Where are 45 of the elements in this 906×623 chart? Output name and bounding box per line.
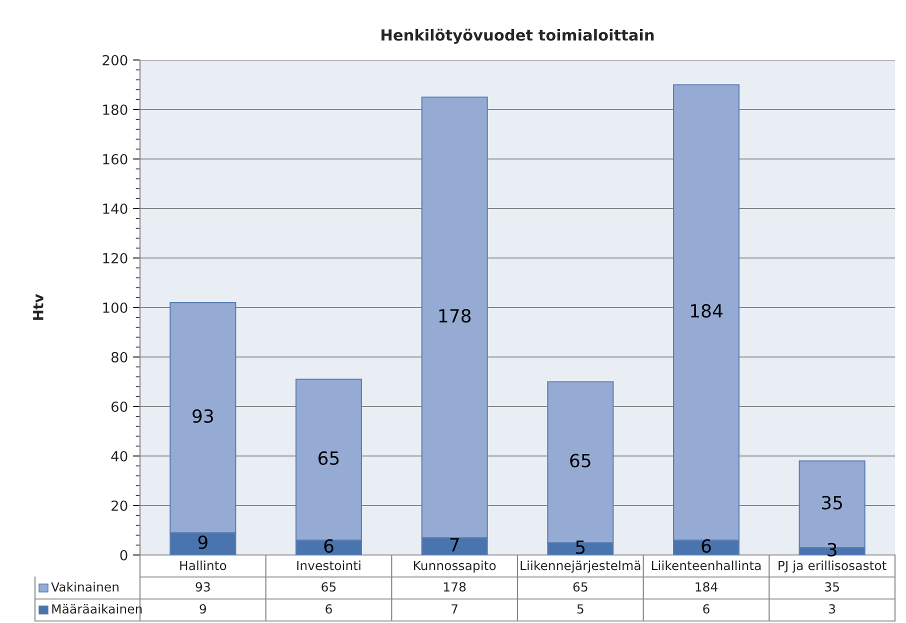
- data-label: 184: [696, 582, 718, 592]
- annotation: 65: [570, 454, 590, 468]
- chart-title: Henkilötyövuodet toimialoittain: [382, 28, 654, 44]
- annotation: 5: [576, 540, 585, 554]
- x-tick-label: Kunnossapito: [414, 560, 496, 573]
- annotation: 65: [318, 451, 339, 465]
- y-tick-label: 40: [111, 450, 128, 462]
- x-tick-label: Liikennejärjestelmä: [520, 560, 640, 573]
- annotation: 7: [450, 538, 459, 552]
- y-tick-label: 160: [103, 154, 128, 164]
- data-label: 7: [452, 604, 458, 614]
- x-tick-label: Hallinto: [180, 560, 226, 570]
- y-tick-label: 180: [103, 104, 128, 115]
- annotation: 178: [439, 308, 471, 323]
- legend-label: Määräaikainen: [52, 604, 142, 614]
- y-axis-title: Htv: [33, 294, 44, 320]
- y-tick-label: 120: [103, 252, 128, 264]
- annotation: 35: [822, 496, 842, 510]
- data-label: 65: [573, 582, 588, 592]
- y-tick-label: 60: [111, 401, 128, 412]
- data-label: 6: [703, 604, 710, 614]
- y-tick-label: 20: [112, 500, 128, 511]
- x-tick-label: Investointi: [297, 560, 360, 570]
- y-tick-label: 100: [103, 302, 128, 313]
- data-label: 93: [196, 582, 210, 592]
- data-label: 65: [322, 582, 336, 592]
- x-tick-label: PJ ja erillisosastot: [778, 560, 886, 573]
- data-label: 3: [829, 604, 836, 614]
- x-tick-label: Liikenteenhallinta: [652, 560, 761, 570]
- annotation: 184: [691, 304, 722, 318]
- annotation: 9: [198, 535, 208, 550]
- data-label: 35: [825, 582, 839, 592]
- data-label: 5: [577, 604, 584, 614]
- data-label: 6: [326, 604, 332, 614]
- data-label: 9: [200, 604, 206, 614]
- y-tick-label: 80: [111, 352, 128, 362]
- annotation: 6: [702, 539, 711, 553]
- y-tick-label: 140: [103, 203, 128, 214]
- y-tick-label: 200: [102, 54, 128, 66]
- y-tick-label: 0: [120, 550, 128, 560]
- data-label: 178: [444, 582, 466, 592]
- legend-label: Vakinainen: [51, 582, 118, 592]
- annotation: 3: [828, 542, 836, 557]
- annotation: 93: [192, 409, 213, 423]
- annotation: 6: [324, 539, 334, 553]
